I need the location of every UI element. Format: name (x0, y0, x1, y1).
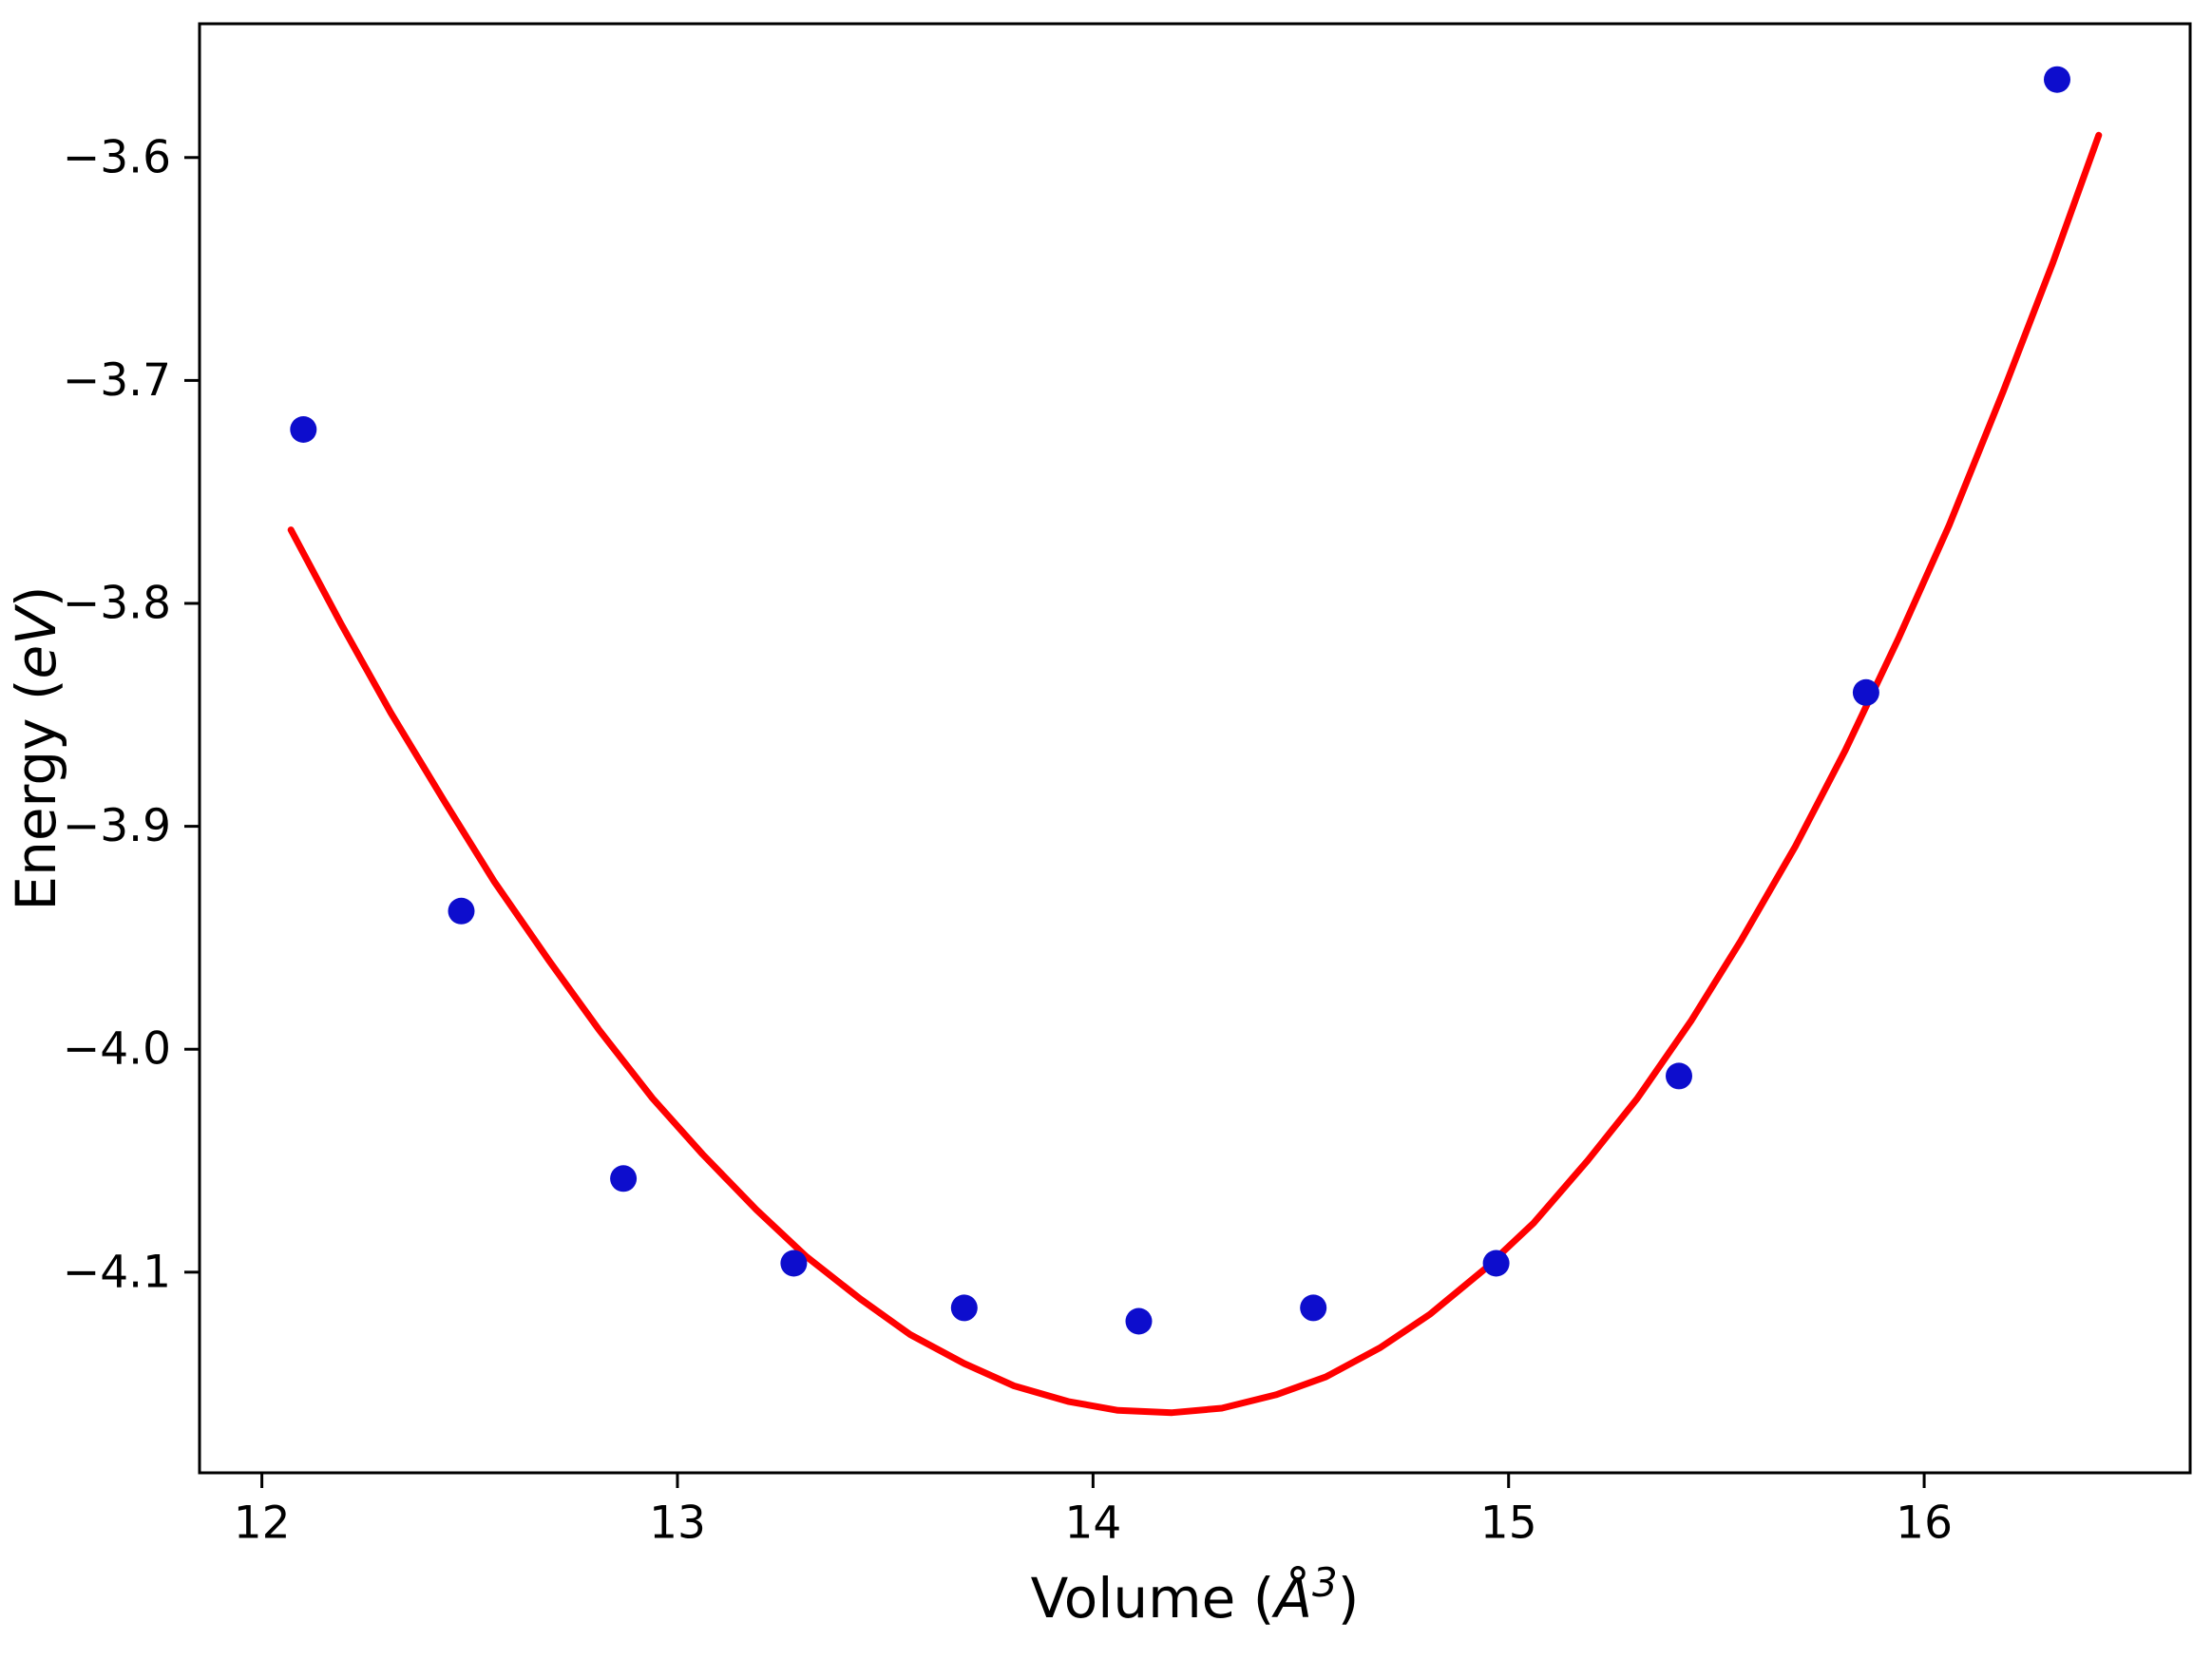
y-axis-label: Energy (eV) (4, 585, 68, 910)
y-tick-label: −3.9 (63, 800, 171, 852)
energy-points-marker (1852, 678, 1879, 706)
x-tick-label: 13 (649, 1497, 706, 1549)
energy-points-marker (2044, 66, 2070, 93)
fit-curve (287, 131, 2103, 1417)
energy-points-marker (610, 1165, 638, 1193)
x-axis-label: Volume (Å3) (1031, 1559, 1360, 1631)
energy-points-marker (1666, 1062, 1692, 1090)
y-tick-label: −4.1 (63, 1246, 171, 1298)
energy-points-marker (1482, 1250, 1510, 1277)
plot-border (198, 22, 2192, 1475)
y-tick-label: −3.7 (63, 354, 171, 407)
energy-points-marker (950, 1294, 978, 1322)
energy-points-marker (1300, 1294, 1327, 1322)
x-tick-label: 12 (234, 1497, 291, 1549)
energy-points-marker (448, 897, 475, 925)
x-tick-label: 16 (1896, 1497, 1953, 1549)
energy-points-marker (290, 416, 317, 443)
y-tick-label: −3.6 (63, 131, 171, 183)
energy-points-marker (1125, 1307, 1153, 1335)
x-tick-label: 15 (1480, 1497, 1537, 1549)
y-tick-label: −3.8 (63, 578, 171, 630)
y-tick-label: −4.0 (63, 1023, 171, 1076)
x-tick-label: 14 (1064, 1497, 1121, 1549)
energy-points-marker (780, 1250, 808, 1277)
